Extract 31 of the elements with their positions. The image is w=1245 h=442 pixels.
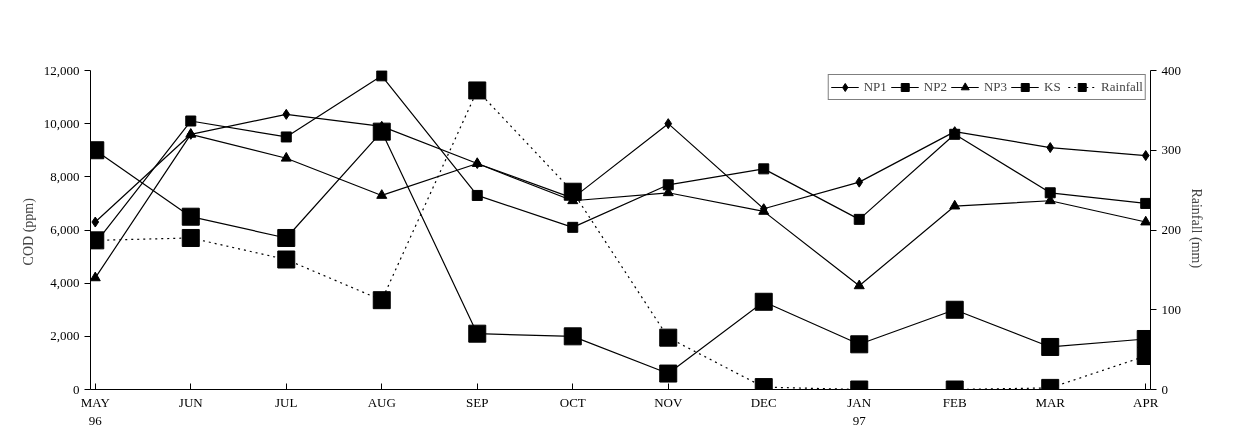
x-tick-label: MAR [1035,394,1066,410]
y-tick-label: 0 [73,381,80,397]
legend-label: NP2 [923,79,947,95]
y2-tick-label: 200 [1161,222,1181,237]
y-tick-label: 10,000 [43,115,80,131]
legend-label: Rainfall [1101,79,1143,95]
y-tick-label: 8,000 [50,168,80,184]
y-axis-title: COD (ppm) [20,197,37,266]
x-tick-label: AUG [367,394,396,410]
y-tick-label: 2,000 [50,328,80,344]
y-tick-label: 12,000 [43,62,80,78]
y2-tick-label: 300 [1161,142,1181,158]
legend-label: KS [1044,79,1062,95]
x-tick-label: NOV [654,394,683,410]
x-tick-label: FEB [942,394,967,410]
y-tick-label: 4,000 [50,275,80,291]
legend-label: NP1 [863,79,887,95]
x-tick-label: JUL [275,394,298,410]
x-tick-label: JUN [178,394,204,410]
y2-tick-label: 0 [1161,381,1168,397]
x-tick-label: OCT [559,394,586,410]
y2-axis-title: Rainfall (mm) [1188,188,1204,269]
x-tick-label: APR [1133,394,1159,410]
x-tick-label: JAN 97 [847,394,872,428]
y2-tick-label: 100 [1161,301,1181,317]
x-tick-label: SEP [466,394,489,410]
y2-tick-label: 400 [1161,62,1181,78]
x-tick-label: DEC [750,394,777,410]
x-tick-label: MAY 96 [80,394,111,428]
legend-label: NP3 [983,79,1008,95]
y-tick-label: 6,000 [50,222,80,237]
